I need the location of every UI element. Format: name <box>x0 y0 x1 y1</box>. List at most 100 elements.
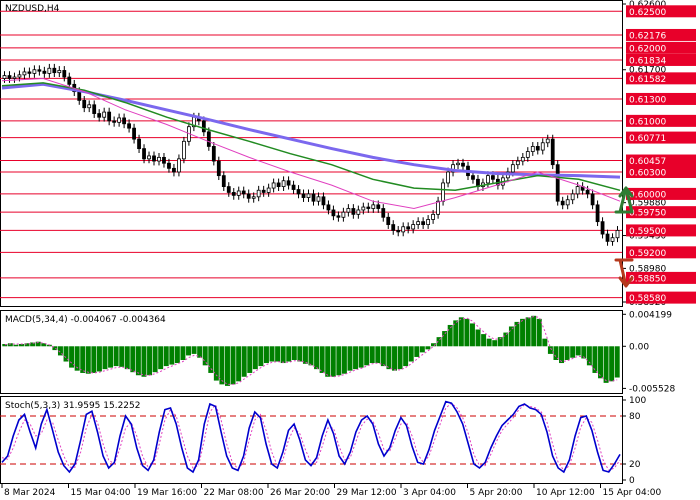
price-title: NZDUSD,H4 <box>5 4 60 14</box>
macd-bar <box>598 346 603 379</box>
candle-body <box>157 156 161 162</box>
price-axis: 0.62600 0.61700 0.59880 0.59430 0.58980 0.585… <box>622 0 696 308</box>
level-badge-label: 0.61000 <box>629 117 666 127</box>
candle-body <box>132 127 136 140</box>
macd-bar <box>57 346 63 356</box>
macd-bar <box>575 346 581 356</box>
stoch-axis: 100 80 20 0 <box>622 396 646 486</box>
macd-bar <box>30 342 36 347</box>
candle-body <box>261 189 266 193</box>
macd-bar <box>464 318 470 347</box>
stoch-tick-label: 20 <box>629 460 641 470</box>
candle-body <box>182 140 186 160</box>
macd-bar <box>486 338 492 347</box>
macd-bar <box>347 346 353 371</box>
level-badge-label: 0.59500 <box>629 227 666 237</box>
level-badge <box>626 5 696 18</box>
candle-body <box>97 113 102 118</box>
stoch-frame <box>0 396 623 484</box>
macd-bar <box>208 346 214 373</box>
candle-body <box>47 67 52 74</box>
macd-bar <box>542 338 548 347</box>
candle-body <box>361 206 366 211</box>
candle-body <box>236 190 241 196</box>
stoch-tick-label: 100 <box>629 396 646 406</box>
candle-body <box>336 215 341 218</box>
candle-body <box>376 204 381 209</box>
macd-bar <box>46 344 52 347</box>
time-axis: 8 Mar 2024 15 Mar 04:00 19 Mar 16:00 22 Mar… <box>1 484 661 498</box>
candle-body <box>615 230 620 239</box>
level-badge-label: 0.61834 <box>629 56 666 66</box>
macd-bar <box>336 346 342 376</box>
macd-bar <box>308 346 314 366</box>
macd-tick-label: 0.00 <box>629 342 649 352</box>
level-badge-label: 0.58850 <box>629 274 666 284</box>
macd-bar <box>52 346 58 351</box>
candle-body <box>276 182 281 187</box>
macd-bar <box>314 346 320 370</box>
macd-bar <box>431 343 436 347</box>
macd-bar <box>302 346 308 364</box>
candle-body <box>12 76 17 79</box>
macd-frame <box>0 310 623 394</box>
level-badge <box>626 92 696 105</box>
macd-bar <box>275 346 281 362</box>
macd-bar <box>263 346 269 364</box>
candle-body <box>87 104 92 109</box>
macd-bar <box>13 344 19 347</box>
macd-signal-polyline <box>4 316 618 385</box>
candle-body <box>251 196 256 199</box>
stoch-levels <box>0 415 622 465</box>
candle-body <box>271 182 276 189</box>
candle-body <box>386 216 391 225</box>
candle-body <box>540 142 545 151</box>
macd-bar <box>135 346 141 376</box>
macd-bar <box>213 346 219 381</box>
candle-body <box>127 123 131 129</box>
macd-bar <box>269 346 275 362</box>
macd-bar <box>514 321 520 347</box>
macd-bar <box>236 346 242 382</box>
macd-bar <box>169 346 175 365</box>
macd-bar <box>341 346 347 374</box>
candle-body <box>391 224 396 231</box>
candle-body <box>112 120 117 123</box>
macd-bar <box>141 346 147 377</box>
time-tick-label: 29 Mar 12:00 <box>337 488 397 498</box>
macd-bar <box>96 346 102 372</box>
stoch-tick-label: 80 <box>629 412 641 422</box>
stoch-signal-line <box>1 402 621 472</box>
macd-bar <box>186 346 191 356</box>
macd-bar <box>297 346 303 362</box>
stoch-title: Stoch(5,3,3) 31.9595 15.2252 <box>5 401 140 411</box>
macd-bar <box>392 346 397 371</box>
level-badge <box>626 28 696 41</box>
macd-bar <box>503 332 509 347</box>
macd-bar <box>609 346 615 382</box>
time-tick-label: 15 Mar 04:00 <box>71 488 131 498</box>
moving-average-line <box>1 82 621 192</box>
level-badge <box>626 246 696 259</box>
macd-bar <box>436 337 442 347</box>
candle-body <box>206 131 211 147</box>
candle-body <box>82 100 87 109</box>
macd-bar <box>531 315 537 347</box>
level-badge <box>626 165 696 178</box>
candle-body <box>406 226 411 230</box>
macd-bar <box>419 346 425 353</box>
macd-bar <box>286 346 292 362</box>
macd-bar <box>158 346 164 370</box>
level-badge-label: 0.60457 <box>629 157 666 167</box>
candle-body <box>231 192 236 196</box>
candle-body <box>162 156 166 164</box>
macd-panel: 0.004199 0.00 -0.005528 MACD(5,34,4) -0.00… <box>0 310 675 394</box>
candle-body <box>436 200 440 215</box>
macd-bar <box>581 346 587 359</box>
macd-bar <box>247 346 253 373</box>
stoch-tick-label: 0 <box>629 476 635 486</box>
candle-body <box>201 120 206 133</box>
candle-body <box>560 200 565 206</box>
candle-body <box>301 193 306 198</box>
candle-body <box>535 146 540 151</box>
